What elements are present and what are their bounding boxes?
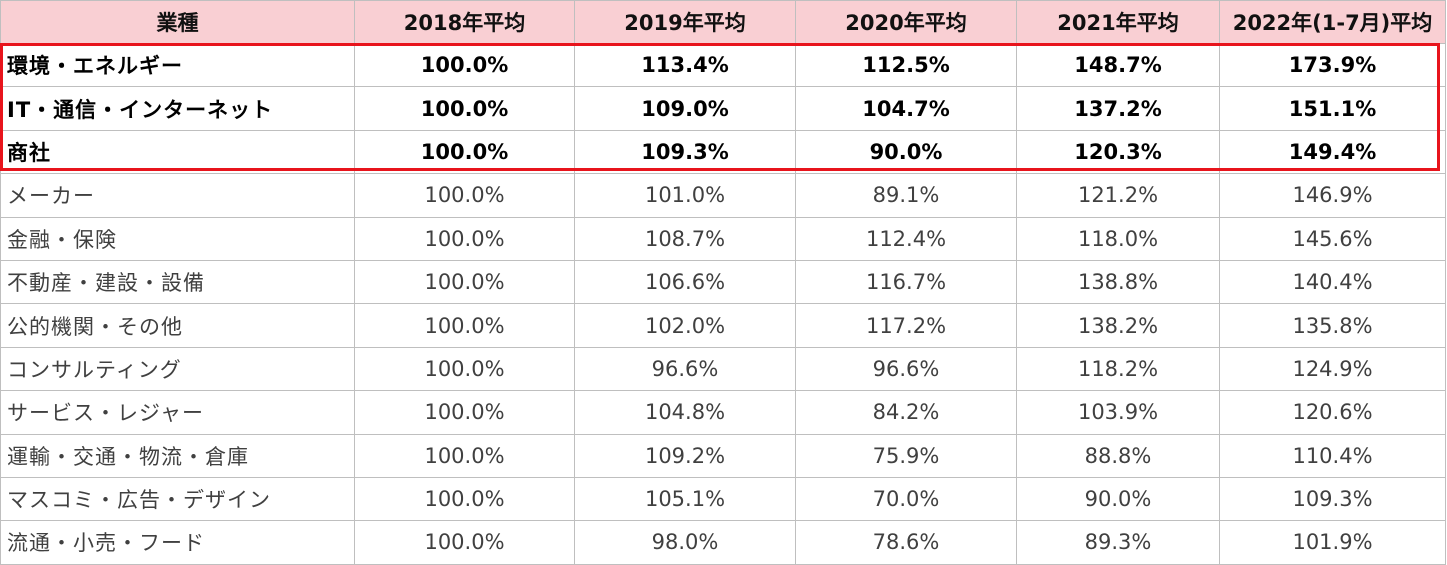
value-cell-2022: 145.6% (1219, 216, 1446, 261)
value-cell-2019: 109.2% (574, 433, 796, 478)
value-cell-2021: 138.8% (1016, 259, 1220, 305)
value-cell-2020: 112.5% (795, 42, 1017, 88)
col-header-industry: 業種 (0, 0, 355, 44)
value-cell-2019: 105.1% (574, 476, 796, 522)
industry-name-cell: 流通・小売・フード (0, 520, 355, 565)
value-cell-2022: 101.9% (1219, 520, 1446, 565)
value-cell-2018: 100.0% (354, 346, 575, 392)
value-cell-2018: 100.0% (354, 129, 575, 175)
value-cell-2019: 108.7% (574, 216, 796, 261)
value-cell-2020: 89.1% (795, 173, 1017, 218)
value-cell-2022: 149.4% (1219, 129, 1446, 175)
value-cell-2022: 146.9% (1219, 173, 1446, 218)
value-cell-2022: 173.9% (1219, 42, 1446, 88)
table-row: 公的機関・その他 100.0% 102.0% 117.2% 138.2% 135.8% (0, 303, 1446, 348)
industry-name-cell: 不動産・建設・設備 (0, 259, 355, 305)
industry-name-cell: マスコミ・広告・デザイン (0, 476, 355, 522)
table-row: 商社 100.0% 109.3% 90.0% 120.3% 149.4% (0, 129, 1446, 175)
value-cell-2019: 109.3% (574, 129, 796, 175)
value-cell-2018: 100.0% (354, 173, 575, 218)
value-cell-2021: 88.8% (1016, 433, 1220, 478)
value-cell-2018: 100.0% (354, 259, 575, 305)
value-cell-2019: 101.0% (574, 173, 796, 218)
industry-name-cell: サービス・レジャー (0, 390, 355, 435)
value-cell-2022: 110.4% (1219, 433, 1446, 478)
value-cell-2018: 100.0% (354, 86, 575, 131)
table-row: メーカー 100.0% 101.0% 89.1% 121.2% 146.9% (0, 173, 1446, 218)
value-cell-2019: 104.8% (574, 390, 796, 435)
value-cell-2021: 121.2% (1016, 173, 1220, 218)
value-cell-2018: 100.0% (354, 433, 575, 478)
value-cell-2019: 98.0% (574, 520, 796, 565)
value-cell-2018: 100.0% (354, 216, 575, 261)
table-row: 運輸・交通・物流・倉庫 100.0% 109.2% 75.9% 88.8% 110.4% (0, 433, 1446, 478)
value-cell-2022: 109.3% (1219, 476, 1446, 522)
industry-name-cell: 公的機関・その他 (0, 303, 355, 348)
value-cell-2020: 78.6% (795, 520, 1017, 565)
value-cell-2022: 120.6% (1219, 390, 1446, 435)
header-row: 業種 2018年平均 2019年平均 2020年平均 2021年平均 2022年… (0, 0, 1446, 44)
industry-name-cell: IT・通信・インターネット (0, 86, 355, 131)
col-header-2018: 2018年平均 (354, 0, 575, 44)
value-cell-2021: 137.2% (1016, 86, 1220, 131)
table-row: 流通・小売・フード 100.0% 98.0% 78.6% 89.3% 101.9% (0, 520, 1446, 565)
table-row: 金融・保険 100.0% 108.7% 112.4% 118.0% 145.6% (0, 216, 1446, 261)
value-cell-2021: 148.7% (1016, 42, 1220, 88)
col-header-2022: 2022年(1-7月)平均 (1219, 0, 1446, 44)
col-header-2019: 2019年平均 (574, 0, 796, 44)
value-cell-2022: 151.1% (1219, 86, 1446, 131)
value-cell-2018: 100.0% (354, 476, 575, 522)
value-cell-2022: 135.8% (1219, 303, 1446, 348)
table-row: IT・通信・インターネット 100.0% 109.0% 104.7% 137.2% 151… (0, 86, 1446, 131)
value-cell-2020: 96.6% (795, 346, 1017, 392)
table-row: マスコミ・広告・デザイン 100.0% 105.1% 70.0% 90.0% 109.3% (0, 476, 1446, 522)
value-cell-2021: 118.2% (1016, 346, 1220, 392)
value-cell-2021: 103.9% (1016, 390, 1220, 435)
industry-name-cell: 運輸・交通・物流・倉庫 (0, 433, 355, 478)
value-cell-2021: 89.3% (1016, 520, 1220, 565)
value-cell-2018: 100.0% (354, 520, 575, 565)
value-cell-2020: 90.0% (795, 129, 1017, 175)
value-cell-2022: 124.9% (1219, 346, 1446, 392)
value-cell-2021: 90.0% (1016, 476, 1220, 522)
value-cell-2020: 75.9% (795, 433, 1017, 478)
col-header-2021: 2021年平均 (1016, 0, 1220, 44)
value-cell-2019: 109.0% (574, 86, 796, 131)
table-row: サービス・レジャー 100.0% 104.8% 84.2% 103.9% 120.6% (0, 390, 1446, 435)
value-cell-2018: 100.0% (354, 42, 575, 88)
value-cell-2020: 104.7% (795, 86, 1017, 131)
value-cell-2019: 106.6% (574, 259, 796, 305)
value-cell-2018: 100.0% (354, 303, 575, 348)
industry-name-cell: 金融・保険 (0, 216, 355, 261)
value-cell-2019: 102.0% (574, 303, 796, 348)
value-cell-2020: 117.2% (795, 303, 1017, 348)
industry-name-cell: 商社 (0, 129, 355, 175)
value-cell-2021: 120.3% (1016, 129, 1220, 175)
industry-name-cell: メーカー (0, 173, 355, 218)
col-header-2020: 2020年平均 (795, 0, 1017, 44)
industry-name-cell: コンサルティング (0, 346, 355, 392)
value-cell-2019: 113.4% (574, 42, 796, 88)
industry-name-cell: 環境・エネルギー (0, 42, 355, 88)
value-cell-2020: 84.2% (795, 390, 1017, 435)
table-row: コンサルティング 100.0% 96.6% 96.6% 118.2% 124.9% (0, 346, 1446, 392)
value-cell-2019: 96.6% (574, 346, 796, 392)
value-cell-2020: 116.7% (795, 259, 1017, 305)
value-cell-2022: 140.4% (1219, 259, 1446, 305)
value-cell-2018: 100.0% (354, 390, 575, 435)
value-cell-2020: 70.0% (795, 476, 1017, 522)
table-row: 環境・エネルギー 100.0% 113.4% 112.5% 148.7% 173.9% (0, 42, 1446, 88)
table-row: 不動産・建設・設備 100.0% 106.6% 116.7% 138.8% 140.4% (0, 259, 1446, 305)
value-cell-2021: 118.0% (1016, 216, 1220, 261)
value-cell-2021: 138.2% (1016, 303, 1220, 348)
value-cell-2020: 112.4% (795, 216, 1017, 261)
